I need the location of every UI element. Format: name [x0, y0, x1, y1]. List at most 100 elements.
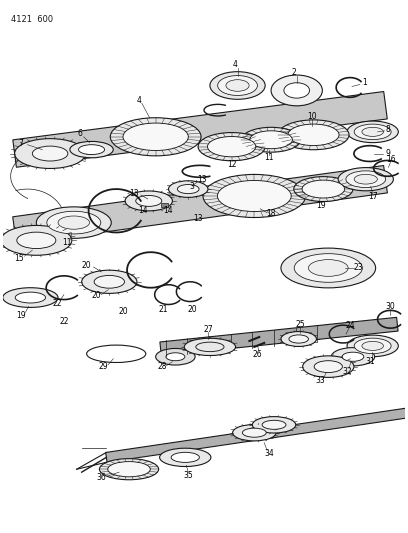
Text: 4: 4	[232, 60, 237, 69]
Ellipse shape	[217, 76, 257, 95]
Text: 8: 8	[385, 125, 390, 134]
Text: 20: 20	[187, 305, 197, 314]
FancyBboxPatch shape	[161, 203, 169, 207]
Ellipse shape	[32, 146, 68, 161]
Ellipse shape	[289, 335, 308, 343]
Ellipse shape	[262, 421, 286, 429]
Text: 10: 10	[307, 111, 316, 120]
Text: 22: 22	[59, 317, 69, 326]
Text: 23: 23	[353, 263, 363, 272]
Polygon shape	[13, 166, 387, 244]
Ellipse shape	[171, 453, 200, 463]
Ellipse shape	[338, 167, 393, 191]
Ellipse shape	[342, 352, 364, 361]
Text: 36: 36	[97, 473, 106, 482]
Text: 11: 11	[264, 153, 274, 162]
Text: 12: 12	[227, 160, 236, 169]
Text: 24: 24	[345, 321, 355, 330]
Ellipse shape	[362, 341, 384, 350]
Text: 13: 13	[129, 189, 139, 198]
Ellipse shape	[177, 184, 199, 193]
Ellipse shape	[15, 139, 86, 168]
Ellipse shape	[3, 288, 58, 308]
Text: 14: 14	[164, 206, 173, 215]
Ellipse shape	[166, 353, 185, 361]
Ellipse shape	[160, 448, 211, 466]
Ellipse shape	[331, 348, 375, 366]
Ellipse shape	[288, 124, 339, 146]
Ellipse shape	[354, 124, 391, 140]
Text: 33: 33	[315, 376, 325, 385]
Text: 1: 1	[362, 78, 367, 87]
Text: 30: 30	[386, 302, 395, 311]
Ellipse shape	[242, 127, 301, 152]
Text: 34: 34	[264, 449, 274, 458]
Text: 9: 9	[385, 149, 390, 158]
Text: 6: 6	[77, 130, 82, 139]
Ellipse shape	[354, 338, 391, 354]
Ellipse shape	[70, 141, 113, 158]
Polygon shape	[13, 92, 387, 167]
Text: 35: 35	[183, 471, 193, 480]
Text: 18: 18	[266, 209, 276, 218]
Text: 19: 19	[16, 311, 25, 320]
Ellipse shape	[108, 462, 150, 477]
Text: 3: 3	[190, 182, 195, 191]
Ellipse shape	[198, 133, 265, 161]
Ellipse shape	[302, 180, 345, 198]
Text: 22: 22	[52, 299, 62, 308]
Ellipse shape	[169, 181, 208, 197]
Text: 20: 20	[82, 261, 91, 270]
Ellipse shape	[303, 356, 354, 377]
Ellipse shape	[308, 260, 348, 276]
Text: 11: 11	[62, 238, 72, 247]
Ellipse shape	[110, 118, 201, 156]
Text: 20: 20	[118, 307, 128, 316]
Ellipse shape	[250, 131, 293, 149]
Text: 28: 28	[158, 362, 167, 371]
Text: 15: 15	[14, 254, 23, 263]
Ellipse shape	[281, 248, 376, 288]
Ellipse shape	[100, 458, 159, 480]
Text: 19: 19	[317, 201, 326, 211]
Ellipse shape	[242, 428, 266, 437]
Ellipse shape	[362, 127, 384, 136]
Ellipse shape	[78, 144, 104, 155]
Ellipse shape	[346, 171, 386, 188]
Ellipse shape	[156, 349, 195, 365]
Text: 27: 27	[203, 325, 213, 334]
Ellipse shape	[15, 292, 46, 303]
Ellipse shape	[136, 196, 162, 206]
Text: 21: 21	[159, 305, 169, 314]
Ellipse shape	[233, 424, 276, 441]
Ellipse shape	[17, 232, 56, 248]
Ellipse shape	[217, 181, 291, 212]
Ellipse shape	[278, 120, 349, 150]
Text: 17: 17	[368, 192, 377, 201]
Ellipse shape	[184, 338, 235, 356]
Ellipse shape	[284, 83, 310, 98]
Ellipse shape	[271, 75, 322, 106]
Ellipse shape	[294, 254, 362, 282]
Text: 4121  600: 4121 600	[11, 15, 53, 25]
Ellipse shape	[36, 207, 111, 238]
Text: 26: 26	[253, 350, 262, 359]
Polygon shape	[106, 408, 408, 462]
Text: 2: 2	[291, 68, 296, 77]
Ellipse shape	[58, 216, 89, 229]
Text: 4: 4	[136, 96, 141, 105]
Text: 13: 13	[197, 175, 207, 184]
Text: 31: 31	[366, 357, 375, 366]
Ellipse shape	[1, 225, 72, 255]
Text: 25: 25	[296, 320, 306, 329]
Ellipse shape	[196, 342, 224, 352]
Text: 7: 7	[18, 139, 23, 148]
Text: 29: 29	[99, 362, 108, 371]
Text: 20: 20	[92, 291, 101, 300]
Ellipse shape	[123, 123, 188, 150]
Ellipse shape	[125, 191, 173, 211]
Ellipse shape	[203, 174, 306, 217]
Ellipse shape	[94, 276, 124, 288]
Ellipse shape	[226, 80, 249, 91]
Text: 16: 16	[387, 155, 396, 164]
